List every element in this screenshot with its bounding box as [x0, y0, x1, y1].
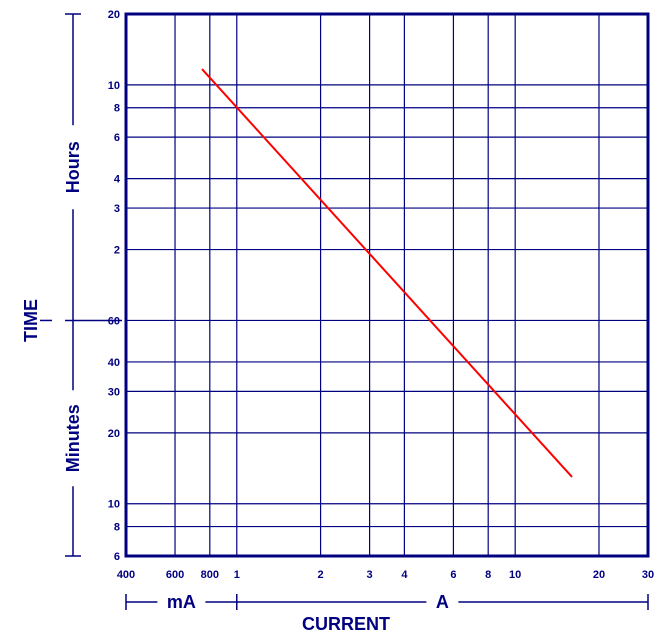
y-tick-label: 20: [108, 428, 120, 440]
x-segment-ma-label: mA: [167, 592, 196, 612]
y-tick-label: 2: [114, 245, 120, 257]
y-tick-label: 40: [108, 357, 120, 369]
x-tick-label: 3: [367, 569, 373, 581]
y-tick-label: 20: [108, 9, 120, 21]
x-tick-label: 400: [117, 569, 135, 581]
series-line: [201, 68, 573, 478]
x-tick-label: 8: [485, 569, 491, 581]
y-tick-label: 8: [114, 522, 120, 534]
x-axis-title: CURRENT: [302, 614, 390, 634]
y-bracket-lines: [40, 13, 122, 557]
x-tick-label: 10: [509, 569, 521, 581]
x-tick-label: 1: [234, 569, 240, 581]
y-tick-label: 10: [108, 499, 120, 511]
x-tick-label: 600: [166, 569, 184, 581]
x-segment-a-label: A: [436, 592, 449, 612]
y-segment-minutes-label: Minutes: [63, 404, 83, 472]
x-tick-label: 2: [318, 569, 324, 581]
x-tick-label: 30: [642, 569, 654, 581]
x-tick-labels: 400 600 800 1 2 3 4 6 8 10 20 30: [117, 569, 654, 581]
y-axis-title: TIME: [21, 299, 41, 342]
y-tick-label: 6: [114, 551, 120, 563]
y-tick-label: 30: [108, 386, 120, 398]
x-bracket-lines: [125, 594, 649, 610]
y-tick-label: 4: [114, 174, 121, 186]
x-tick-label: 20: [593, 569, 605, 581]
y-tick-label: 60: [108, 315, 120, 327]
series-layer: [201, 68, 573, 478]
plot-frame: [124, 12, 650, 558]
y-segment-hours-label: Hours: [63, 141, 83, 193]
y-tick-labels: 6 8 10 20 30 40 60 2 3 4 6 8 10 20: [108, 9, 121, 563]
x-tick-label: 800: [201, 569, 219, 581]
y-tick-label: 6: [114, 132, 120, 144]
y-tick-label: 8: [114, 103, 120, 115]
y-tick-label: 3: [114, 203, 120, 215]
x-tick-label: 6: [450, 569, 456, 581]
x-tick-label: 4: [401, 569, 408, 581]
y-tick-label: 10: [108, 80, 120, 92]
grid-lines: [126, 14, 648, 556]
